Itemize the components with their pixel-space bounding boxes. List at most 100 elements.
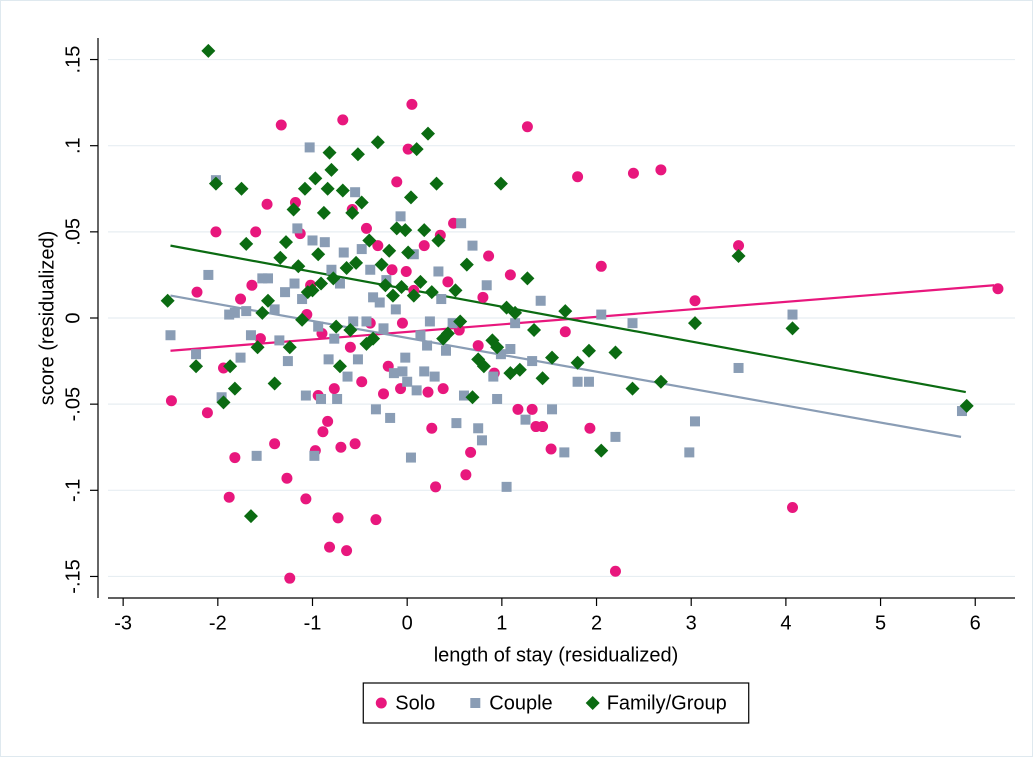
point [785, 321, 800, 336]
point [655, 164, 667, 176]
point [527, 356, 538, 367]
point [733, 362, 744, 373]
point [319, 237, 330, 248]
point [320, 181, 335, 196]
point [246, 279, 258, 291]
point [570, 355, 585, 370]
legend-text: Couple [489, 692, 552, 714]
point [250, 226, 262, 238]
point [227, 381, 242, 396]
point [453, 314, 468, 329]
point [684, 447, 695, 458]
point [322, 145, 337, 160]
fit-line [170, 244, 966, 394]
x-axis-title: length of stay (residualized) [434, 644, 679, 666]
point [431, 233, 446, 248]
point [316, 205, 331, 220]
point [324, 162, 339, 177]
point [395, 211, 406, 222]
point [408, 249, 419, 260]
point [583, 376, 594, 387]
point [417, 223, 432, 238]
point [324, 541, 336, 553]
point [510, 318, 521, 329]
x-tick-label: -2 [209, 612, 227, 634]
point [339, 261, 354, 276]
point [787, 309, 798, 320]
point [274, 335, 285, 346]
point [394, 279, 409, 294]
point [292, 223, 303, 234]
point [459, 257, 474, 272]
point [313, 321, 324, 332]
point [216, 392, 227, 403]
point [263, 273, 274, 284]
point [332, 359, 347, 374]
point [284, 572, 296, 584]
point [448, 283, 463, 298]
axes: -.15 -.1 -.05 0 .05 .1 .15 -3 -2 -1 0 1 2 3 4 5 6 [62, 38, 1015, 634]
point [442, 276, 454, 288]
point [429, 176, 444, 191]
point [343, 323, 358, 338]
point [447, 318, 458, 329]
point [422, 386, 434, 398]
point [243, 509, 258, 524]
y-tick-label: -.05 [62, 387, 84, 421]
point [322, 415, 334, 427]
point [545, 443, 557, 455]
point [337, 114, 349, 126]
point [440, 345, 451, 356]
point [317, 426, 329, 438]
point [370, 404, 381, 415]
point [403, 190, 418, 205]
y-tick-label: -.15 [62, 559, 84, 593]
point [361, 316, 372, 327]
point [280, 287, 291, 298]
point [476, 435, 487, 446]
x-tick-label: 5 [875, 612, 886, 634]
point [354, 195, 369, 210]
y-tick-label: .1 [62, 137, 84, 154]
point [350, 187, 361, 198]
point [458, 390, 469, 401]
point [390, 304, 401, 315]
point [424, 285, 439, 300]
point [282, 356, 293, 367]
point [411, 385, 422, 396]
point [165, 395, 177, 407]
point [406, 288, 421, 303]
point [627, 167, 639, 179]
point [419, 366, 430, 377]
point [421, 126, 436, 141]
point [956, 406, 967, 417]
point [992, 283, 1004, 295]
legend-text: Solo [395, 692, 435, 714]
point [374, 297, 385, 308]
point [307, 235, 318, 246]
point [323, 354, 334, 365]
point [297, 294, 308, 305]
point [191, 349, 202, 360]
point [382, 243, 397, 258]
point [429, 371, 440, 382]
point [400, 352, 411, 363]
y-tick-label: -.1 [62, 479, 84, 502]
point [689, 416, 700, 427]
point [385, 288, 400, 303]
points [160, 43, 1004, 584]
point [493, 176, 508, 191]
y-tick-label: .15 [62, 46, 84, 74]
point [335, 183, 350, 198]
legend: Solo Couple Family/Group [362, 682, 750, 724]
point [451, 418, 462, 429]
point [490, 340, 505, 355]
x-tick-label: 4 [780, 612, 791, 634]
point [229, 452, 241, 464]
point [261, 198, 273, 210]
point [201, 43, 216, 58]
point [512, 403, 524, 415]
point [267, 376, 282, 391]
point [559, 447, 570, 458]
point [465, 390, 480, 405]
